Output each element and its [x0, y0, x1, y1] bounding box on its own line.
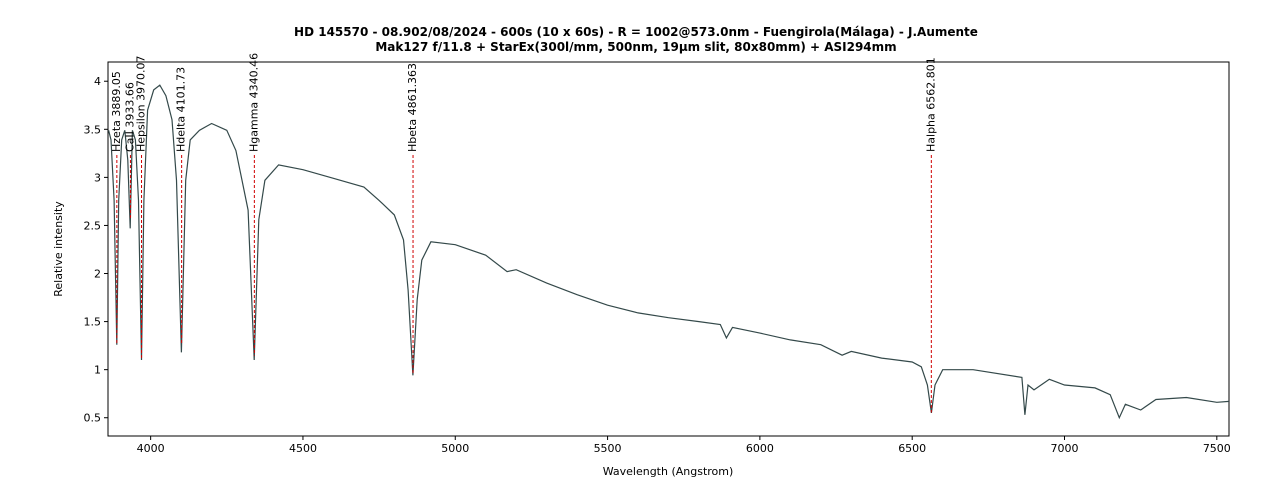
chart-title: HD 145570 - 08.902/08/2024 - 600s (10 x … [294, 25, 978, 39]
y-tick-label: 4 [94, 75, 101, 88]
x-tick-label: 5000 [441, 442, 469, 455]
plot-frame [107, 61, 1230, 437]
y-axis-label: Relative intensity [52, 201, 65, 297]
line-label: Hzeta 3889.05 [110, 71, 123, 152]
y-tick-label: 0.5 [84, 412, 102, 425]
line-label: Hepsilon 3970.07 [135, 55, 148, 152]
chart-subtitle: Mak127 f/11.8 + StarEx(300l/mm, 500nm, 1… [375, 40, 896, 54]
y-tick-label: 3.5 [84, 123, 102, 136]
y-tick-label: 1.5 [84, 316, 102, 329]
x-axis-label: Wavelength (Angstrom) [603, 465, 734, 478]
x-tick-label: 6000 [746, 442, 774, 455]
y-tick-label: 3 [94, 171, 101, 184]
line-label: Hgamma 4340.46 [247, 53, 260, 152]
x-tick-label: 5500 [594, 442, 622, 455]
x-tick-label: 4000 [137, 442, 165, 455]
x-tick-label: 7000 [1051, 442, 1079, 455]
line-label: CaII 3933.66 [123, 82, 136, 152]
spectrum-line [108, 84, 1230, 420]
x-tick-label: 6500 [898, 442, 926, 455]
y-tick-label: 2.5 [84, 219, 102, 232]
line-label: Hdelta 4101.73 [175, 67, 188, 152]
line-label: Halpha 6562.801 [924, 57, 937, 152]
y-tick-label: 2 [94, 268, 101, 281]
line-label: Hbeta 4861.363 [406, 63, 419, 152]
x-tick-label: 7500 [1203, 442, 1231, 455]
x-tick-label: 4500 [289, 442, 317, 455]
y-tick-label: 1 [94, 364, 101, 377]
